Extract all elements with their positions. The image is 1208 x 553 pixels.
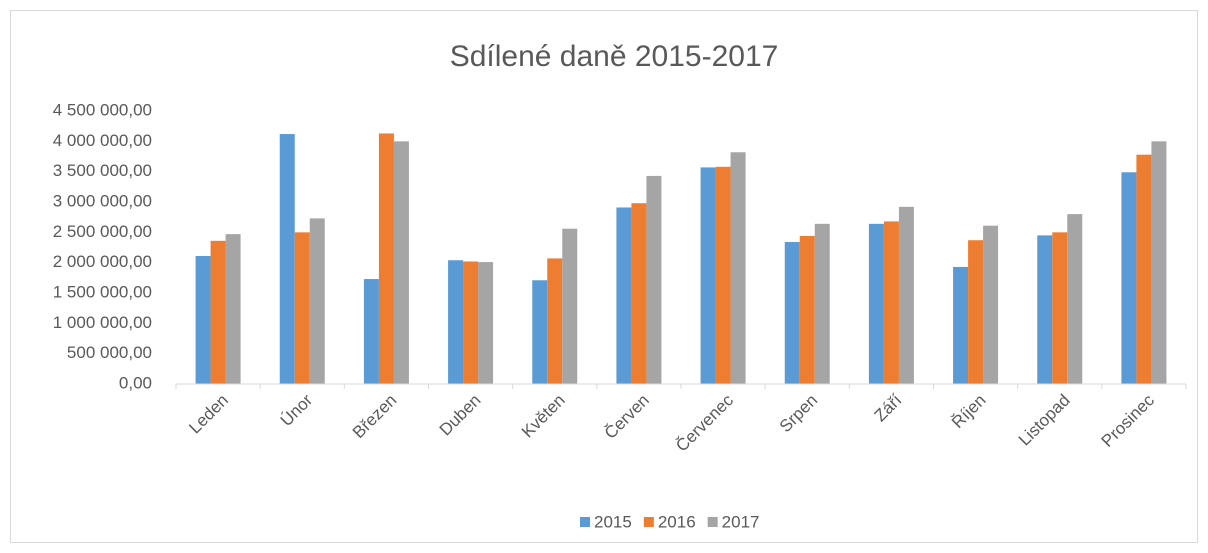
bar	[294, 232, 310, 384]
legend-label: 2017	[722, 512, 760, 531]
y-tick-label: 0,00	[119, 373, 152, 392]
y-tick-label: 2 000 000,00	[53, 252, 152, 271]
y-tick-label: 4 000 000,00	[53, 131, 152, 150]
y-tick-label: 2 500 000,00	[53, 222, 152, 241]
bar	[562, 228, 578, 384]
bar	[1121, 172, 1137, 384]
legend-label: 2016	[658, 512, 696, 531]
bar	[784, 242, 800, 384]
bar	[210, 240, 226, 384]
bar	[898, 206, 914, 384]
bar	[478, 262, 494, 384]
bar	[983, 225, 999, 384]
bar	[799, 235, 815, 384]
bar	[378, 133, 394, 384]
bar	[616, 207, 632, 384]
bar	[814, 223, 830, 384]
bar	[715, 166, 731, 384]
legend-swatch	[580, 517, 590, 527]
legend-swatch	[707, 517, 718, 527]
bar	[968, 240, 984, 384]
y-tick-label: 4 500 000,00	[53, 100, 152, 119]
bar	[463, 261, 479, 384]
bar	[448, 260, 464, 384]
bar	[868, 223, 884, 384]
bar	[1037, 235, 1053, 384]
y-tick-label: 3 500 000,00	[53, 161, 152, 180]
bar	[1052, 232, 1068, 384]
y-tick-label: 1 000 000,00	[53, 313, 152, 332]
legend-label: 2015	[594, 512, 632, 531]
chart-title: Sdílené daně 2015-2017	[450, 40, 779, 73]
bar	[225, 234, 241, 384]
bar	[547, 258, 563, 384]
bar	[730, 152, 746, 384]
bar	[309, 218, 325, 384]
bar	[1067, 214, 1083, 384]
legend-swatch	[643, 517, 654, 527]
bar	[1151, 141, 1167, 384]
y-tick-label: 1 500 000,00	[53, 282, 152, 301]
bar	[646, 175, 662, 384]
y-tick-label: 500 000,00	[67, 343, 152, 362]
bar	[393, 141, 409, 384]
bar	[953, 266, 969, 384]
bar	[279, 134, 295, 384]
bar	[631, 203, 647, 384]
bar	[700, 167, 716, 384]
chart-border	[10, 10, 1198, 543]
bar	[883, 221, 899, 384]
bar	[363, 279, 379, 384]
bar	[1136, 154, 1152, 384]
y-tick-label: 3 000 000,00	[53, 191, 152, 210]
bar	[195, 255, 211, 384]
bar	[532, 280, 548, 384]
